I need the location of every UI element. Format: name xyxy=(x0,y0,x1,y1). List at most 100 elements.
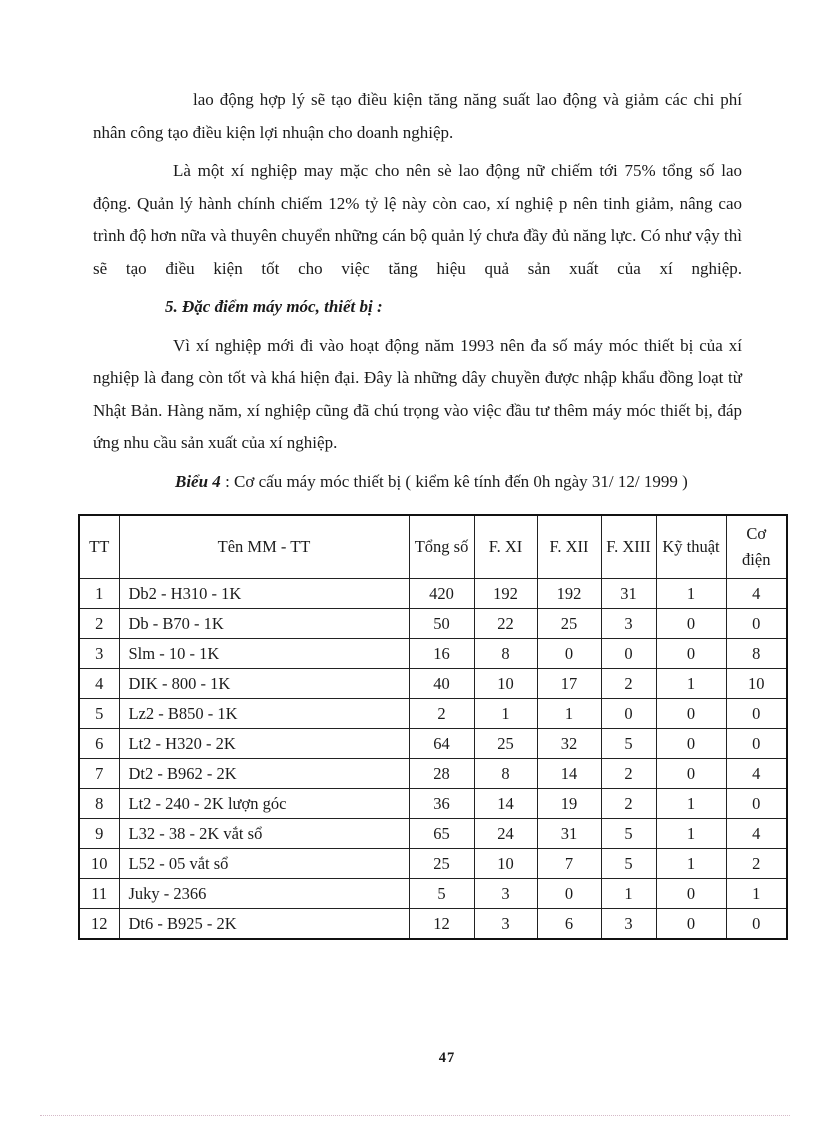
machine-name-cell: Juky - 2366 xyxy=(118,878,410,909)
table-cell: 0 xyxy=(536,638,602,669)
caption-text: : Cơ cấu máy móc thiết bị ( kiểm kê tính… xyxy=(225,471,688,491)
table-cell: 17 xyxy=(536,668,602,699)
table-row: 3 Slm - 10 - 1K 16 8 0 0 0 8 xyxy=(78,638,788,669)
paragraph-workforce: Là một xí nghiệp may mặc cho nên sè lao … xyxy=(93,161,742,278)
table-row: 1 Db2 - H310 - 1K 420 192 192 31 1 4 xyxy=(78,578,788,609)
table-cell: 1 xyxy=(655,578,727,609)
table-cell: 24 xyxy=(473,818,538,849)
table-cell: 32 xyxy=(536,728,602,759)
table-cell: 0 xyxy=(655,878,727,909)
table-cell: 0 xyxy=(725,698,788,729)
machine-table: TT Tên MM - TT Tổng số F. XI F. XII F. X… xyxy=(78,514,788,940)
table-row: 7 Dt2 - B962 - 2K 28 8 14 2 0 4 xyxy=(78,758,788,789)
table-cell: 4 xyxy=(725,758,788,789)
table-cell: 5 xyxy=(78,698,120,729)
table-cell: 10 xyxy=(725,668,788,699)
table-caption: Biểu 4 : Cơ cấu máy móc thiết bị ( kiểm … xyxy=(123,466,742,499)
table-cell: 0 xyxy=(600,698,657,729)
machine-name-cell: Dt2 - B962 - 2K xyxy=(118,758,410,789)
table-cell: 4 xyxy=(725,578,788,609)
table-cell: 25 xyxy=(408,848,475,879)
table-cell: 25 xyxy=(473,728,538,759)
table-row: 12 Dt6 - B925 - 2K 12 3 6 3 0 0 xyxy=(78,908,788,940)
table-cell: 40 xyxy=(408,668,475,699)
table-cell: 2 xyxy=(600,788,657,819)
table-cell: 5 xyxy=(600,728,657,759)
table-cell: 192 xyxy=(473,578,538,609)
table-cell: 1 xyxy=(655,668,727,699)
machine-name-cell: Dt6 - B925 - 2K xyxy=(118,908,410,940)
table-row: 8 Lt2 - 240 - 2K lượn góc 36 14 19 2 1 0 xyxy=(78,788,788,819)
column-header-tech: Kỹ thuật xyxy=(655,514,727,579)
machine-name-cell: DIK - 800 - 1K xyxy=(118,668,410,699)
table-cell: 5 xyxy=(408,878,475,909)
column-header-f12: F. XII xyxy=(536,514,602,579)
footer-divider xyxy=(40,1115,790,1116)
table-cell: 3 xyxy=(600,608,657,639)
table-cell: 1 xyxy=(600,878,657,909)
table-row: 11 Juky - 2366 5 3 0 1 0 1 xyxy=(78,878,788,909)
table-cell: 0 xyxy=(725,728,788,759)
machine-name-cell: Lt2 - H320 - 2K xyxy=(118,728,410,759)
table-cell: 1 xyxy=(655,818,727,849)
machine-name-cell: Lt2 - 240 - 2K lượn góc xyxy=(118,788,410,819)
table-cell: 0 xyxy=(655,908,727,940)
table-cell: 50 xyxy=(408,608,475,639)
table-cell: 3 xyxy=(78,638,120,669)
section-heading-machines: 5. Đặc điểm máy móc, thiết bị : xyxy=(165,297,383,316)
page-footer: 47 xyxy=(0,1050,816,1067)
table-cell: 8 xyxy=(725,638,788,669)
table-cell: 14 xyxy=(536,758,602,789)
table-cell: 10 xyxy=(473,668,538,699)
table-cell: 0 xyxy=(600,638,657,669)
paragraph-labor-cost: lao động hợp lý sẽ tạo điều kiện tăng nă… xyxy=(93,90,742,142)
machine-name-cell: Lz2 - B850 - 1K xyxy=(118,698,410,729)
table-cell: 12 xyxy=(78,908,120,940)
table-cell: 4 xyxy=(78,668,120,699)
table-row: 2 Db - B70 - 1K 50 22 25 3 0 0 xyxy=(78,608,788,639)
machine-table-body: 1 Db2 - H310 - 1K 420 192 192 31 1 4 2 Db - B70 -… xyxy=(78,578,788,940)
table-cell: 0 xyxy=(655,638,727,669)
table-cell: 0 xyxy=(655,698,727,729)
table-cell: 9 xyxy=(78,818,120,849)
table-cell: 2 xyxy=(78,608,120,639)
table-row: 4 DIK - 800 - 1K 40 10 17 2 1 10 xyxy=(78,668,788,699)
table-cell: 10 xyxy=(78,848,120,879)
table-cell: 1 xyxy=(725,878,788,909)
table-cell: 0 xyxy=(655,728,727,759)
table-cell: 2 xyxy=(600,668,657,699)
paragraph-machinery: Vì xí nghiệp mới đi vào hoạt động năm 19… xyxy=(93,335,742,453)
table-cell: 3 xyxy=(600,908,657,940)
table-cell: 420 xyxy=(408,578,475,609)
column-header-electro: Cơ điện xyxy=(725,514,788,579)
machine-table-header: TT Tên MM - TT Tổng số F. XI F. XII F. X… xyxy=(78,514,788,579)
table-row: 9 L32 - 38 - 2K vắt sổ 65 24 31 5 1 4 xyxy=(78,818,788,849)
machine-name-cell: Db - B70 - 1K xyxy=(118,608,410,639)
table-cell: 7 xyxy=(78,758,120,789)
table-cell: 0 xyxy=(536,878,602,909)
table-cell: 16 xyxy=(408,638,475,669)
table-cell: 36 xyxy=(408,788,475,819)
table-cell: 1 xyxy=(536,698,602,729)
column-header-f13: F. XIII xyxy=(600,514,657,579)
table-row: 6 Lt2 - H320 - 2K 64 25 32 5 0 0 xyxy=(78,728,788,759)
table-cell: 3 xyxy=(473,878,538,909)
header-row: TT Tên MM - TT Tổng số F. XI F. XII F. X… xyxy=(78,514,788,579)
table-cell: 0 xyxy=(655,758,727,789)
column-header-name: Tên MM - TT xyxy=(118,514,410,579)
column-header-tt: TT xyxy=(78,514,120,579)
table-cell: 28 xyxy=(408,758,475,789)
table-cell: 2 xyxy=(725,848,788,879)
table-cell: 5 xyxy=(600,848,657,879)
machine-name-cell: L52 - 05 vắt sổ xyxy=(118,848,410,879)
table-cell: 3 xyxy=(473,908,538,940)
table-cell: 8 xyxy=(473,638,538,669)
machine-name-cell: Slm - 10 - 1K xyxy=(118,638,410,669)
caption-label: Biểu 4 xyxy=(175,471,221,491)
document-body: lao động hợp lý sẽ tạo điều kiện tăng nă… xyxy=(78,84,788,940)
table-cell: 8 xyxy=(473,758,538,789)
table-cell: 0 xyxy=(655,608,727,639)
table-cell: 1 xyxy=(78,578,120,609)
table-cell: 31 xyxy=(600,578,657,609)
